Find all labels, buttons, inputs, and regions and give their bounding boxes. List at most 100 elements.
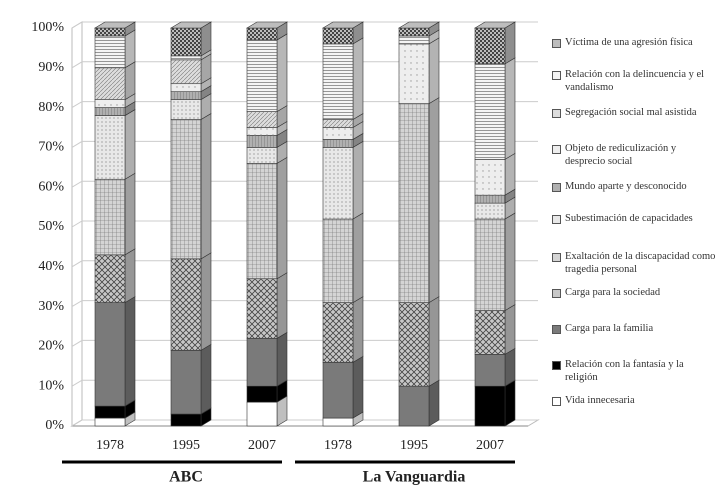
- legend-swatch: [552, 397, 561, 406]
- bar-segment: [94, 405, 126, 419]
- y-tick-label: 40%: [38, 259, 64, 274]
- legend-swatch: [552, 39, 561, 48]
- bar-side: [124, 172, 136, 256]
- bar-segment: [322, 147, 354, 220]
- bar-segment: [94, 302, 126, 407]
- bar-segment: [246, 278, 278, 339]
- bar-side: [428, 97, 440, 304]
- bar-segment: [322, 302, 354, 363]
- bar-top: [245, 21, 289, 29]
- bar-segment: [94, 417, 126, 427]
- bar-top: [397, 21, 441, 29]
- legend-label: Subestimación de capacidades: [565, 213, 693, 224]
- legend-item: Segregación social mal asistida: [552, 106, 717, 119]
- legend-item: Carga para la familia: [552, 322, 717, 335]
- bar-segment: [170, 258, 202, 351]
- bar-segment: [170, 91, 202, 100]
- bar-segment: [94, 67, 126, 100]
- x-tick-label: 1978: [324, 438, 352, 453]
- bar-top: [321, 21, 365, 29]
- bar-segment: [474, 159, 506, 196]
- legend-swatch: [552, 109, 561, 118]
- legend-item: Relación con la fantasía y la religión: [552, 358, 717, 384]
- legend-label: Objeto de rediculización y desprecio soc…: [565, 143, 677, 167]
- grid-line: [71, 379, 538, 387]
- bar-segment: [246, 385, 278, 403]
- grid-line: [71, 220, 538, 228]
- bar-side: [276, 33, 288, 113]
- bar-segment: [246, 39, 278, 112]
- bar-side: [200, 252, 212, 351]
- grid-line: [71, 180, 538, 188]
- bar-segment: [170, 99, 202, 120]
- bar-side: [352, 296, 364, 363]
- bar-segment: [246, 111, 278, 128]
- bar-top: [169, 21, 213, 29]
- x-tick-label: 1978: [96, 438, 124, 453]
- legend-item: Objeto de rediculización y desprecio soc…: [552, 142, 717, 168]
- bar-segment: [398, 385, 430, 427]
- y-tick-label: 10%: [38, 378, 64, 393]
- bar-segment: [398, 302, 430, 387]
- bar-side: [200, 113, 212, 260]
- bar-segment: [170, 350, 202, 415]
- bar-segment: [246, 401, 278, 427]
- legend-label: Vida innecesaria: [565, 395, 635, 406]
- legend-item: Vida innecesaria: [552, 394, 717, 407]
- bar-side: [504, 212, 516, 312]
- bar-segment: [322, 218, 354, 303]
- legend-item: Víctima de una agresión física: [552, 36, 717, 49]
- bar-segment: [322, 362, 354, 419]
- legend-item: Subestimación de capacidades: [552, 212, 717, 225]
- bar-segment: [170, 413, 202, 427]
- x-tick-label: 2007: [476, 438, 504, 453]
- bar-segment: [474, 218, 506, 311]
- bar-side: [124, 248, 136, 304]
- y-tick-label: 0%: [45, 418, 64, 433]
- bar-top: [473, 21, 517, 29]
- bar-side: [428, 37, 440, 105]
- bar-segment: [170, 59, 202, 85]
- y-tick-label: 100%: [31, 20, 64, 35]
- bar-side: [276, 156, 288, 280]
- bar-segment: [322, 417, 354, 427]
- legend-label: Exaltación de la discapacidad como trage…: [565, 251, 716, 275]
- bar-segment: [474, 27, 506, 65]
- legend-label: Carga para la familia: [565, 323, 654, 334]
- bar-segment: [170, 55, 202, 61]
- bar-segment: [94, 178, 126, 256]
- y-tick-label: 90%: [38, 60, 64, 75]
- bar-segment: [474, 354, 506, 387]
- legend-swatch: [552, 325, 561, 334]
- x-tick-label: 1995: [400, 438, 428, 453]
- legend-swatch: [552, 361, 561, 370]
- bar-segment: [322, 119, 354, 128]
- bar-side: [352, 212, 364, 304]
- bar-segment: [398, 43, 430, 104]
- bar-segment: [322, 27, 354, 45]
- x-tick-label: 1995: [172, 438, 200, 453]
- bar-top: [93, 21, 137, 29]
- bar-side: [352, 140, 364, 220]
- grid-line: [71, 21, 538, 29]
- bar-segment: [94, 115, 126, 180]
- bar-side: [124, 109, 136, 180]
- legend-label: Carga para la sociedad: [565, 287, 661, 298]
- grid-line: [71, 140, 538, 148]
- bar-side: [200, 343, 212, 415]
- bar-side: [352, 37, 364, 121]
- legend-item: Relación con la delincuencia y el vandal…: [552, 68, 717, 94]
- bar-side: [428, 296, 440, 387]
- bar-side: [504, 152, 516, 196]
- group-label: ABC: [169, 469, 203, 486]
- group-label: La Vanguardia: [363, 469, 466, 486]
- legend-label: Segregación social mal asistida: [565, 107, 697, 118]
- legend-swatch: [552, 183, 561, 192]
- bar-segment: [322, 43, 354, 120]
- bar-segment: [170, 27, 202, 57]
- legend-label: Víctima de una agresión física: [565, 37, 693, 48]
- y-tick-label: 50%: [38, 219, 64, 234]
- bar-side: [352, 355, 364, 419]
- grid-line: [71, 260, 538, 268]
